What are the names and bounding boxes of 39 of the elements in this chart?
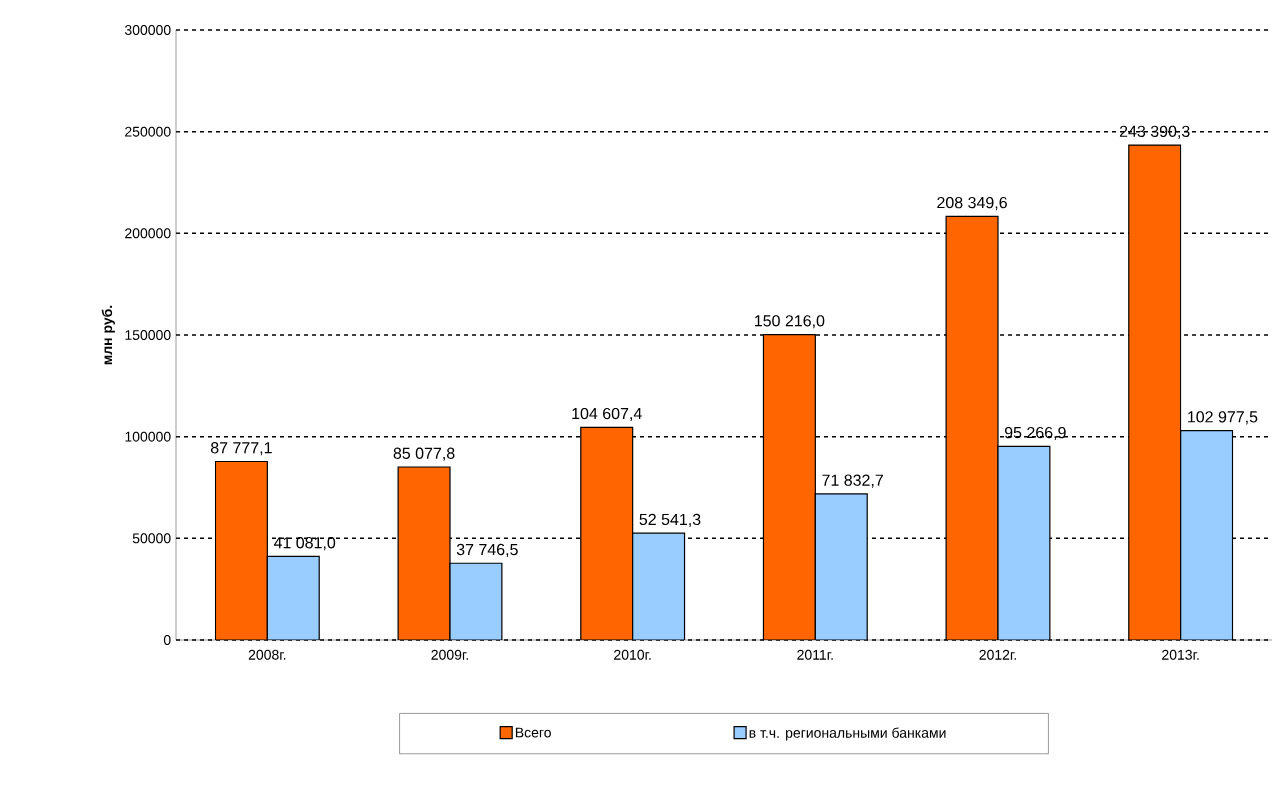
y-tick-label: 100000 [125,431,171,442]
bar [632,532,686,640]
data-label: 104 607,4 [572,407,642,422]
bar [266,555,320,640]
y-tick-label: 50000 [132,533,171,544]
data-label: 208 349,6 [937,196,1007,211]
x-tick-label: 2010г. [614,649,651,660]
data-label: 85 077,8 [393,447,455,461]
bar [580,426,634,640]
bar [997,445,1051,640]
y-tick-label: 150000 [125,330,171,340]
x-tick-label: 2009г. [431,649,468,660]
bar [762,333,816,640]
y-axis-title: млн руб. [101,305,115,365]
data-label: 52 541,3 [639,513,701,527]
x-tick-label: 2012г. [979,649,1016,660]
y-tick-label: 200000 [125,228,171,239]
data-label: 102 977,5 [1188,411,1258,425]
data-label: 150 216,0 [755,315,825,329]
data-label: 41 081,0 [273,537,336,551]
y-tick-label: 250000 [125,126,171,137]
x-tick-label: 2011г. [797,649,833,660]
legend-label: Всего [515,727,551,738]
y-tick-label: 0 [163,635,171,645]
data-label: 87 777,1 [210,442,272,456]
bar [1180,430,1234,640]
bar [449,562,503,640]
x-tick-label: 2008г. [248,649,286,660]
bar [814,493,868,640]
data-label: 71 832,7 [822,474,883,488]
data-label: 95 266,9 [1004,426,1066,441]
legend-label: в т.ч. региональными банками [749,727,946,741]
data-label: 37 746,5 [456,543,518,558]
bar [214,460,268,640]
bar [397,466,451,640]
bar [945,215,999,640]
y-tick-label: 300000 [124,25,171,35]
x-tick-label: 2013г. [1162,649,1199,660]
bar [1128,144,1182,640]
